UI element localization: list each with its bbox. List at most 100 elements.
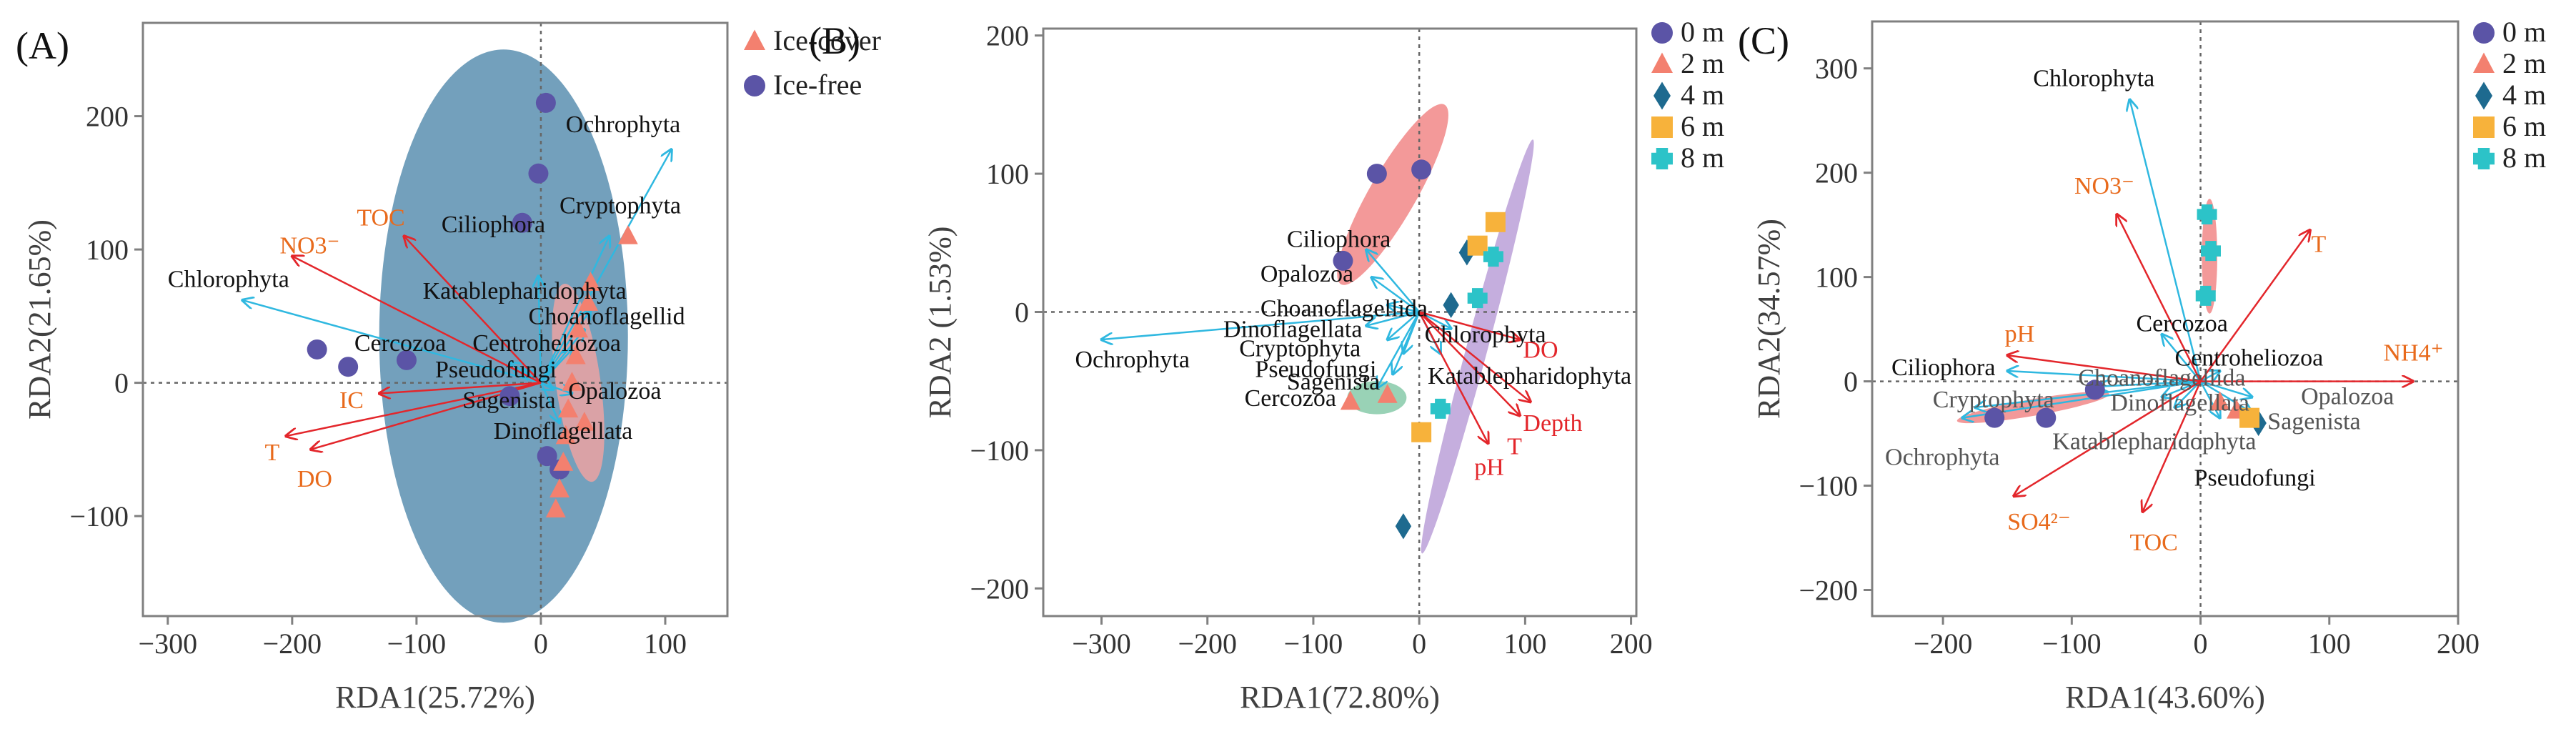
panel-a-point-1-8: [553, 452, 574, 471]
panel-a-ellipse-0: [379, 49, 628, 623]
panel-b-species-label-10: Cercozoa: [1245, 385, 1336, 412]
panel-a-env-arrow-0: [404, 236, 542, 384]
panel-b-legend-marker-4: [1651, 148, 1673, 169]
panel-a-labels: Ochrophyta Cryptophyta Ciliophora Chlorophy…: [168, 111, 685, 492]
panel-a-species-arrow-3: [242, 300, 542, 384]
panel-a-point-1-0: [617, 225, 638, 244]
panel-b-species-label-4: Dinoflagellata: [1223, 316, 1362, 342]
panel-b-ylabel: RDA2 (1.53%): [923, 227, 958, 419]
panel-a-species-arrow-1: [539, 236, 610, 384]
panel-b-env-arrow-1: [1418, 311, 1531, 402]
panel-b-point-4-1: [1430, 398, 1451, 419]
panel-b-env-label-2: T: [1507, 434, 1522, 460]
panel-b-species-label-3: Ochrophyta: [1075, 347, 1190, 373]
panel-b-species-arrow-0: [1366, 249, 1421, 313]
panel-a-species-arrow-0: [539, 149, 672, 384]
panel-a-species-arrow-6: [540, 349, 572, 384]
panel-a-species-label-8: Pseudofungi: [435, 357, 557, 383]
panel-a-ytick-label-2: 100: [86, 234, 129, 266]
panel-c-env-label-0: NO3⁻: [2074, 173, 2134, 199]
panel-a-species-arrow-2: [538, 276, 540, 383]
panel-a-ytick-label-0: −100: [69, 500, 129, 532]
panel-c-ticks: −200 −100 0 100 200 −200 −100 0 100 200 300: [1799, 53, 2480, 660]
panel-b-legend-marker-1: [1651, 52, 1673, 73]
panel-a-point-0-6: [499, 386, 520, 407]
panel-c-species-label-4: Choanoflagellida: [2078, 364, 2245, 391]
panel-a-zero-lines: [143, 23, 727, 616]
panel-b-point-1-1: [1377, 384, 1398, 403]
panel-c: (C) Chlorophyta Cercozoa Centroheliozoa Cil…: [1738, 16, 2546, 715]
panel-c-species-label-8: Sagenista: [2267, 409, 2360, 435]
panel-b-species-label-2: Choanoflagellida: [1260, 295, 1428, 322]
panel-c-species-arrow-2: [2199, 371, 2220, 382]
panel-c-point-3-0: [2239, 407, 2260, 428]
panel-b-xtick-label-2: −100: [1284, 628, 1343, 660]
panel-b-legend-label-3: 6 m: [1681, 110, 1724, 142]
panel-b-legend-label-4: 8 m: [1681, 142, 1724, 174]
panel-a-env-arrow-2: [379, 382, 542, 394]
panel-c-tag: (C): [1738, 19, 1789, 62]
panel-a-legend-label-1: Ice-free: [773, 69, 862, 101]
panel-c-env-arrow-4: [2014, 380, 2202, 497]
panel-b-species-arrow-4: [1366, 311, 1420, 325]
panel-b-point-3-2: [1411, 422, 1432, 442]
panel-b-point-2-1: [1443, 292, 1459, 319]
panel-b-zero-lines: [1043, 29, 1636, 616]
panel-a-point-1-1: [580, 272, 601, 291]
panel-b-species-label-0: Ciliophora: [1287, 227, 1391, 253]
panel-b-xtick-label-3: 0: [1412, 628, 1426, 660]
panel-a-tag: (A): [16, 24, 69, 67]
panel-c-env-arrow-5: [2142, 381, 2202, 512]
panel-c-env-arrow-1: [2199, 230, 2310, 382]
panel-c-species-arrow-3: [2007, 371, 2201, 382]
panel-b-legend-marker-2: [1653, 81, 1671, 110]
panel-c-env-label-5: TOC: [2129, 530, 2177, 556]
panel-c-point-0-1: [2036, 407, 2057, 428]
panel-a-species-arrow-10: [540, 382, 572, 394]
panel-b-legend-label-2: 4 m: [1681, 79, 1724, 111]
panel-a-species-label-9: Sagenista: [462, 387, 555, 414]
panel-b-species-arrow-3: [1102, 311, 1420, 339]
panel-c-ytick-label-1: −100: [1799, 470, 1858, 502]
panel-a-point-0-7: [537, 446, 557, 467]
panel-a-env-label-4: DO: [297, 466, 332, 492]
panel-a-xlabel: RDA1(25.72%): [335, 680, 535, 715]
panel-c-legend-label-2: 4 m: [2502, 79, 2546, 111]
panel-a-point-1-5: [562, 372, 582, 391]
panel-b-point-4-0: [1483, 247, 1503, 267]
panel-a-env-label-1: NO3⁻: [279, 233, 339, 259]
panel-b-env-label-1: Depth: [1523, 410, 1582, 437]
panel-a-point-0-4: [338, 357, 359, 377]
panel-b-tag: (B): [809, 19, 860, 62]
panel-a-points: [307, 92, 638, 517]
panel-b-env-arrow-2: [1418, 311, 1520, 415]
panel-a-xtick-label-0: −300: [139, 628, 198, 660]
panel-b-xtick-label-4: 100: [1503, 628, 1546, 660]
panel-a-species-label-10: Opalozoa: [568, 378, 661, 405]
panel-a-ytick-label-3: 200: [86, 101, 129, 133]
panel-a-env-arrow-1: [292, 256, 542, 384]
panel-c-ytick-label-0: −200: [1799, 575, 1858, 607]
panel-a-point-1-3: [568, 318, 589, 338]
panel-c-species-arrow-6: [2162, 380, 2202, 397]
panel-a-point-1-9: [549, 478, 570, 498]
panel-b-ellipse-0: [1337, 104, 1448, 285]
panel-a: (A) Ochrophyta Cryptophyta Ciliophora Chlor…: [16, 21, 881, 715]
panel-b-point-3-0: [1485, 212, 1506, 232]
panel-b-legend-label-1: 2 m: [1681, 47, 1724, 79]
panel-a-point-0-5: [396, 349, 417, 370]
panel-c-point-4-1: [2200, 241, 2221, 262]
panel-a-xtick-label-1: −200: [263, 628, 322, 660]
panel-c-env-arrow-3: [2007, 355, 2201, 382]
panel-b-labels: Ciliophora Opalozoa Choanoflagellida Ochrop…: [1075, 227, 1631, 481]
panel-b-ytick-label-2: 0: [1015, 296, 1029, 328]
panel-b-xtick-label-5: 200: [1610, 628, 1653, 660]
panel-a-legend: Ice-cover Ice-free: [744, 24, 881, 101]
panel-c-xtick-label-1: −100: [2042, 628, 2102, 660]
panel-a-species-label-6: Centroheliozoa: [472, 330, 621, 357]
panel-a-env-arrow-3: [286, 382, 542, 437]
panel-b-species-arrow-2: [1388, 305, 1420, 312]
panel-b-species-label-9: Sagenista: [1287, 369, 1380, 395]
panel-b-env-label-3: pH: [1474, 455, 1504, 481]
panel-a-env-label-3: T: [265, 440, 280, 466]
